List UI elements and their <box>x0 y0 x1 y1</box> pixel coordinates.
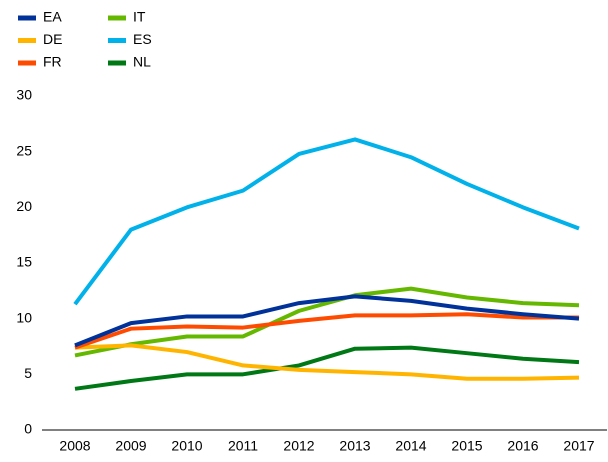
x-tick-label: 2016 <box>507 438 538 454</box>
x-tick-label: 2015 <box>451 438 482 454</box>
y-tick-label: 10 <box>16 309 32 325</box>
y-tick-label: 30 <box>16 87 32 103</box>
x-tick-label: 2009 <box>115 438 146 454</box>
y-tick-label: 5 <box>24 365 32 381</box>
legend-label: FR <box>43 54 62 70</box>
legend-label: EA <box>43 9 62 25</box>
x-tick-label: 2011 <box>228 438 258 454</box>
legend-label: DE <box>43 31 62 47</box>
x-tick-label: 2017 <box>563 438 594 454</box>
series-line <box>74 294 580 348</box>
y-tick-label: 20 <box>16 198 32 214</box>
y-tick-label: 0 <box>24 421 32 437</box>
x-tick-label: 2008 <box>59 438 90 454</box>
series-line <box>73 137 580 306</box>
y-tick-label: 15 <box>16 254 32 270</box>
y-tick-label: 25 <box>16 142 32 158</box>
x-tick-label: 2013 <box>339 438 370 454</box>
series-line <box>74 286 580 358</box>
series-line <box>74 343 580 381</box>
legend-label: NL <box>133 54 151 70</box>
legend-label: IT <box>133 9 146 25</box>
series-line <box>74 345 580 391</box>
series-line <box>74 312 579 350</box>
x-tick-label: 2010 <box>171 438 202 454</box>
legend-label: ES <box>133 31 152 47</box>
x-tick-label: 2012 <box>283 438 314 454</box>
x-tick-label: 2014 <box>395 438 426 454</box>
